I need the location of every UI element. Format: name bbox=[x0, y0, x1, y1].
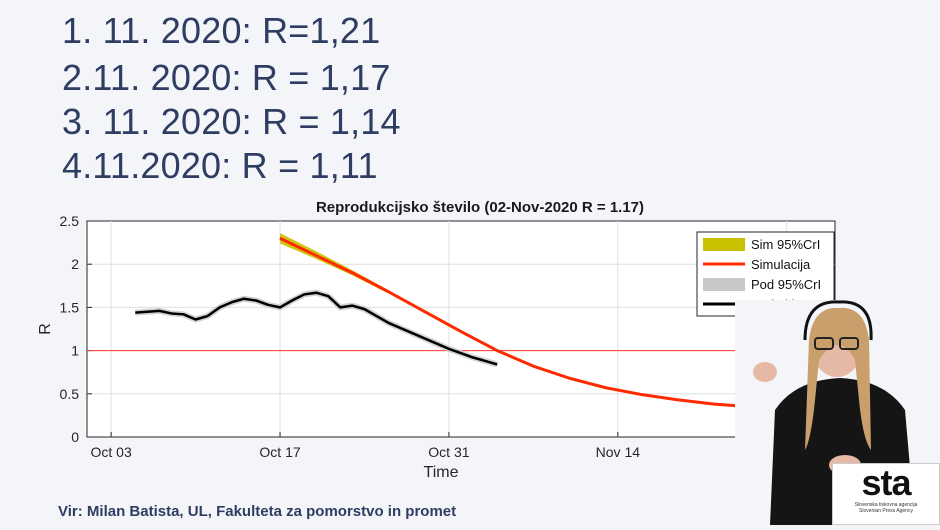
x-tick-label: Oct 17 bbox=[259, 444, 300, 460]
r-value-line-3: 3. 11. 2020: R = 1,14 bbox=[62, 101, 401, 142]
x-axis-label: Time bbox=[424, 464, 459, 481]
chart-title: Reprodukcijsko število (02-Nov-2020 R = … bbox=[315, 199, 645, 216]
logo-subtitle-2: Slovenian Press Agency bbox=[859, 508, 913, 514]
legend-swatch bbox=[703, 238, 745, 251]
legend-label: Simulacija bbox=[751, 257, 811, 272]
x-tick-label: Oct 31 bbox=[428, 444, 469, 460]
interpreter-hair bbox=[805, 307, 871, 450]
logo-subtitle-1: Slovenska tiskovna agencija bbox=[854, 502, 918, 508]
headset-icon bbox=[803, 300, 873, 341]
r-value-line-2: 2.11. 2020: R = 1,17 bbox=[62, 57, 391, 98]
r-value-line-4: 4.11.2020: R = 1,11 bbox=[62, 145, 378, 186]
y-tick-label: 1.5 bbox=[60, 299, 80, 315]
logo-mark: sta bbox=[861, 462, 911, 503]
y-tick-label: 2 bbox=[71, 256, 79, 272]
legend-swatch bbox=[703, 278, 745, 291]
interpreter-hand-left bbox=[753, 362, 777, 382]
x-tick-label: Oct 03 bbox=[91, 444, 132, 460]
y-tick-label: 2.5 bbox=[60, 213, 80, 229]
y-axis-label: R bbox=[37, 323, 54, 335]
x-tick-label: Nov 14 bbox=[596, 444, 641, 460]
sta-logo: sta Slovenska tiskovna agencija Slovenia… bbox=[832, 463, 940, 525]
series-line-podatki bbox=[135, 291, 498, 366]
legend-label: Pod 95%CrI bbox=[751, 277, 821, 292]
y-tick-label: 0.5 bbox=[60, 386, 80, 402]
y-tick-label: 1 bbox=[71, 343, 79, 359]
series-line-simulacija bbox=[279, 236, 823, 410]
source-credit: Vir: Milan Batista, UL, Fakulteta za pom… bbox=[58, 503, 457, 520]
r-value-line-1: 1. 11. 2020: R=1,21 bbox=[62, 10, 381, 51]
y-tick-label: 0 bbox=[71, 429, 79, 445]
legend-label: Sim 95%CrI bbox=[751, 237, 820, 252]
